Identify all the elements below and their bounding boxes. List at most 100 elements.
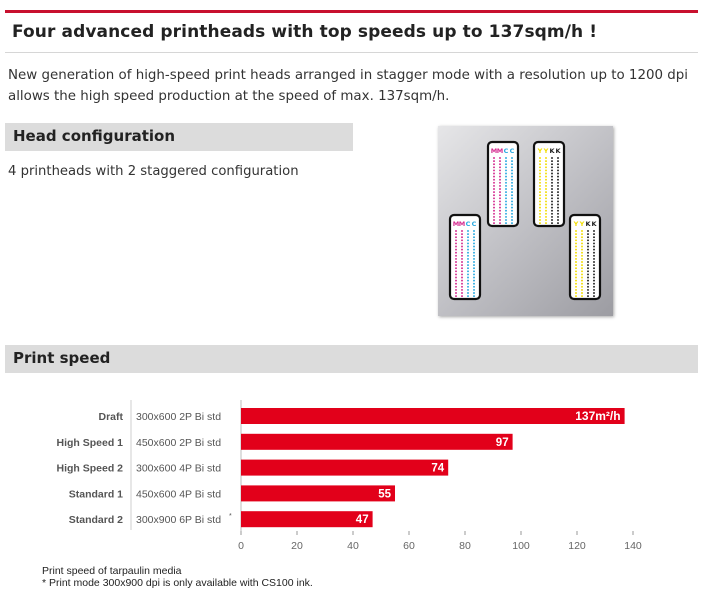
- mode-label: 300x600 4P Bi std: [136, 463, 221, 475]
- nozzle-dot: [455, 276, 457, 279]
- nozzle-dot: [499, 197, 501, 200]
- nozzle-dot: [493, 181, 495, 184]
- x-tick-label: 20: [291, 540, 303, 552]
- nozzle-dot: [493, 194, 495, 197]
- nozzle-dot: [587, 292, 589, 294]
- nozzle-dot: [467, 285, 469, 288]
- bar: [241, 485, 395, 502]
- nozzle-dot: [581, 267, 583, 270]
- nozzle-dot: [593, 254, 595, 257]
- nozzle-dot: [467, 254, 469, 257]
- nozzle-dot: [575, 276, 577, 279]
- nozzle-dot: [575, 288, 577, 291]
- nozzle-dot: [557, 203, 559, 206]
- printhead-color-label: Y: [537, 147, 543, 155]
- nozzle-dot: [545, 178, 547, 181]
- nozzle-dot: [511, 188, 513, 190]
- nozzle-dot: [551, 215, 553, 218]
- nozzle-dot: [461, 285, 463, 288]
- nozzle-dot: [575, 279, 577, 282]
- nozzle-dot: [461, 273, 463, 276]
- nozzle-dot: [467, 248, 469, 251]
- nozzle-dot: [461, 279, 463, 282]
- nozzle-dot: [461, 242, 463, 245]
- nozzle-dot: [557, 169, 559, 172]
- nozzle-dot: [551, 175, 553, 178]
- head-config-heading: Head configuration: [13, 127, 176, 145]
- nozzle-dot: [493, 219, 495, 221]
- category-label: Draft: [98, 411, 123, 423]
- nozzle-dot: [467, 264, 469, 267]
- nozzle-dot: [473, 257, 475, 260]
- nozzle-dot: [467, 242, 469, 245]
- nozzle-dot: [557, 219, 559, 221]
- nozzle-dot: [467, 292, 469, 294]
- nozzle-dot: [551, 191, 553, 194]
- nozzle-dot: [587, 288, 589, 291]
- nozzle-dot: [493, 206, 495, 209]
- x-tick-label: 100: [512, 540, 530, 552]
- nozzle-dot: [587, 270, 589, 273]
- printhead-color-label: C: [472, 220, 477, 228]
- nozzle-dot: [593, 236, 595, 239]
- nozzle-dot: [467, 282, 469, 285]
- nozzle-dot: [575, 270, 577, 273]
- nozzle-dot: [587, 267, 589, 270]
- nozzle-dot: [461, 257, 463, 260]
- nozzle-dot: [455, 270, 457, 273]
- nozzle-dot: [505, 175, 507, 178]
- nozzle-dot: [455, 267, 457, 270]
- nozzle-dot: [551, 197, 553, 200]
- nozzle-dot: [545, 172, 547, 175]
- nozzle-dot: [575, 245, 577, 248]
- nozzle-dot: [593, 257, 595, 260]
- nozzle-dot: [505, 219, 507, 221]
- printhead-color-label: Y: [579, 220, 585, 228]
- nozzle-dot: [539, 194, 541, 197]
- nozzle-dot: [593, 264, 595, 267]
- nozzle-dot: [593, 295, 595, 298]
- nozzle-dot: [545, 212, 547, 215]
- nozzle-dot: [473, 264, 475, 267]
- nozzle-dot: [545, 188, 547, 190]
- nozzle-dot: [455, 236, 457, 239]
- nozzle-dot: [581, 233, 583, 236]
- printhead-body: [568, 213, 602, 301]
- nozzle-dot: [461, 261, 463, 263]
- nozzle-dot: [467, 257, 469, 260]
- nozzle-dot: [467, 236, 469, 239]
- nozzle-dot: [473, 236, 475, 239]
- top-accent-line: [5, 10, 698, 13]
- nozzle-dot: [455, 254, 457, 257]
- nozzle-dot: [587, 251, 589, 254]
- mode-label: 450x600 4P Bi std: [136, 488, 221, 500]
- nozzle-dot: [511, 194, 513, 197]
- nozzle-dot: [455, 285, 457, 288]
- nozzle-dot: [539, 181, 541, 184]
- nozzle-dot: [473, 261, 475, 263]
- printhead-diagram-svg: M M C C Y Y K KM M C C Y Y K K: [448, 140, 602, 301]
- nozzle-dot: [505, 172, 507, 175]
- nozzle-dot: [467, 270, 469, 273]
- nozzle-dot: [511, 212, 513, 215]
- nozzle-dot: [557, 194, 559, 197]
- nozzle-dot: [581, 239, 583, 242]
- nozzle-dot: [473, 245, 475, 248]
- footnote-tarpaulin: Print speed of tarpaulin media: [42, 565, 182, 577]
- nozzle-dot: [473, 276, 475, 279]
- category-label: Standard 1: [69, 488, 123, 500]
- nozzle-dot: [505, 169, 507, 172]
- nozzle-dot: [551, 203, 553, 206]
- nozzle-dot: [587, 242, 589, 245]
- nozzle-dot: [461, 248, 463, 251]
- nozzle-dot: [545, 163, 547, 166]
- nozzle-dot: [575, 236, 577, 239]
- nozzle-dot: [511, 157, 513, 159]
- nozzle-dot: [539, 184, 541, 187]
- nozzle-dot: [575, 248, 577, 251]
- nozzle-dot: [493, 184, 495, 187]
- nozzle-dot: [557, 191, 559, 194]
- x-tick-label: 0: [238, 540, 244, 552]
